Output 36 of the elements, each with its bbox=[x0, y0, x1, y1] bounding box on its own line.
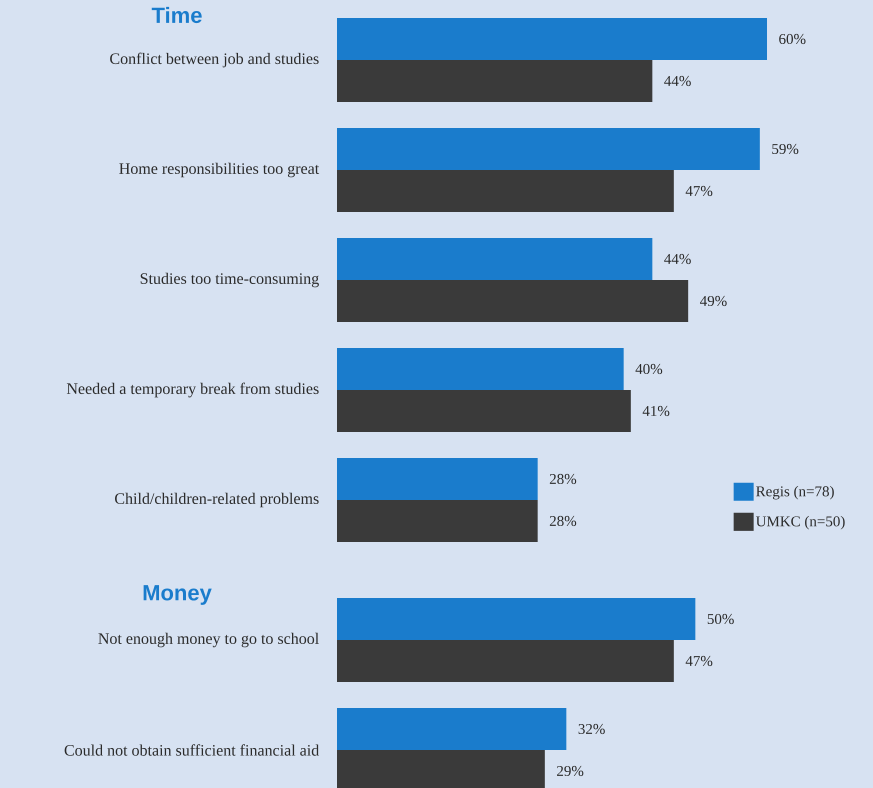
y-tick-label: Studies too time-consuming bbox=[140, 272, 319, 288]
bar bbox=[337, 170, 674, 212]
bar bbox=[337, 280, 688, 322]
bar bbox=[337, 60, 652, 102]
legend-label: Regis (n=78) bbox=[756, 486, 834, 500]
bar bbox=[337, 390, 631, 432]
data-label: 29% bbox=[557, 766, 584, 776]
y-tick-label: Home responsibilities too great bbox=[119, 162, 320, 178]
data-label: 50% bbox=[708, 614, 734, 624]
y-tick-label: Could not obtain sufficient financial aid bbox=[64, 744, 320, 756]
data-label: 49% bbox=[700, 296, 727, 306]
legend-label: UMKC (n=50) bbox=[756, 516, 845, 530]
y-tick-label: Conflict between job and studies bbox=[110, 52, 319, 68]
data-label: 44% bbox=[664, 76, 691, 86]
y-tick-label: Not enough money to go to school bbox=[98, 632, 319, 648]
data-label: 28% bbox=[550, 474, 576, 484]
data-label: 47% bbox=[686, 656, 712, 666]
data-label: 32% bbox=[578, 724, 605, 734]
data-label: 44% bbox=[664, 254, 691, 264]
bar bbox=[337, 458, 538, 500]
bar bbox=[337, 598, 696, 640]
data-label: 40% bbox=[636, 364, 662, 374]
bar bbox=[337, 348, 624, 390]
data-label: 59% bbox=[772, 144, 798, 154]
chart-title: Time bbox=[152, 6, 202, 24]
data-label: 60% bbox=[779, 34, 806, 44]
bar bbox=[337, 238, 652, 280]
y-tick-label: Child/children-related problems bbox=[115, 492, 319, 508]
data-label: 28% bbox=[550, 516, 576, 526]
bar bbox=[337, 128, 760, 170]
data-label: 47% bbox=[686, 186, 712, 196]
bar bbox=[337, 18, 768, 60]
y-tick-label: Needed a temporary break from studies bbox=[66, 382, 319, 398]
data-label: 41% bbox=[642, 406, 670, 416]
chart-title: Money bbox=[144, 585, 212, 605]
bar bbox=[337, 500, 538, 542]
